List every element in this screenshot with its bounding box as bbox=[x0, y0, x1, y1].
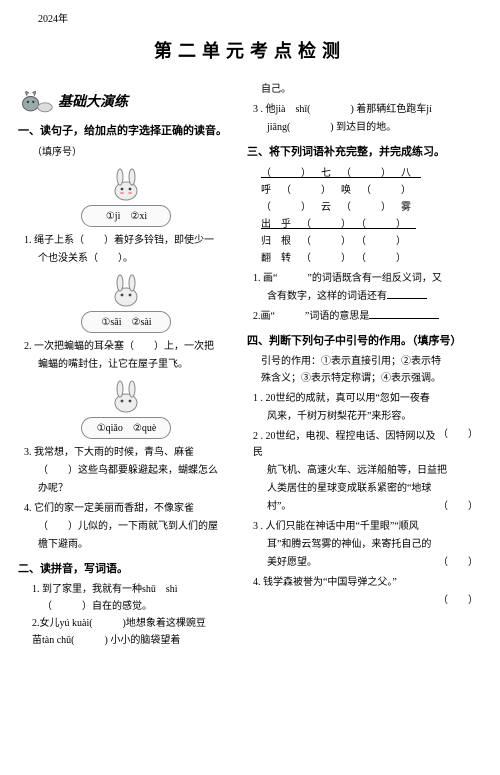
content-columns: 基础大演练 一、读句子，给加点的字选择正确的读音。 （填序号） ①jì ②xì … bbox=[18, 81, 482, 649]
s2-text: 2.画“ ”词语的意思是 bbox=[253, 311, 369, 322]
q4-line3: 檐下避雨。 bbox=[38, 537, 235, 553]
mascot-icon bbox=[18, 87, 54, 115]
p2-line1: 2.女儿yú kuài( )地想象着这棵豌豆 bbox=[32, 615, 235, 632]
year-label: 2024年 bbox=[38, 10, 482, 25]
q1-line2: 个也没关系（ ）。 bbox=[38, 251, 235, 267]
word-row-2: 呼（ ）唤（ ） bbox=[261, 182, 482, 199]
s2-line: 2.画“ ”词语的意思是 bbox=[253, 309, 482, 325]
right-column: 自己。 3 . 他jià shǐ( ) 着那辆红色跑车jí jiāng( ) 到… bbox=[247, 81, 482, 649]
page-title: 第二单元考点检测 bbox=[18, 37, 482, 63]
blank-1 bbox=[387, 289, 427, 299]
heading-3: 三、将下列词语补充完整，并完成练习。 bbox=[247, 144, 482, 161]
q43-text3: 美好愿望。 bbox=[267, 557, 317, 568]
bunny-icon-1 bbox=[104, 167, 148, 203]
bunny-icon-3 bbox=[104, 379, 148, 415]
s1-line1: 1. 画“ ”的词语既含有一组反义词，又 bbox=[253, 271, 482, 287]
word-row-5: 归根（ ）（ ） bbox=[261, 233, 482, 250]
heading-2: 二、读拼音，写词语。 bbox=[18, 561, 235, 578]
q43-l1: 3 . 人们只能在神话中用“千里眼”“顺风 bbox=[253, 519, 482, 535]
heading-4: 四、判断下列句子中引号的作用。（填序号） bbox=[247, 333, 482, 350]
answer-paren-3: （ ） bbox=[438, 555, 478, 571]
q42-l4: 村”。 （ ） bbox=[267, 499, 482, 515]
heading-1: 一、读句子，给加点的字选择正确的读音。 bbox=[18, 123, 235, 140]
q3-line3: 办呢？ bbox=[38, 481, 235, 497]
q42-l2: 航飞机、高速火车、远洋船舶等，日益把 bbox=[267, 463, 482, 479]
q2-line2: 蝙蝠的嘴封住，让它在屋子里飞。 bbox=[38, 357, 235, 373]
q3-line2: （ ）这些鸟都要躲避起来，蝴蝶怎么 bbox=[38, 463, 235, 479]
pinyin-bubble-1: ①jì ②xì bbox=[81, 205, 171, 227]
q41-l1: 1 . 20世纪的成就，真可以用“忽如一夜春 bbox=[253, 391, 482, 407]
q41-l2: 风来，千树万树梨花开”来形容。 bbox=[267, 409, 482, 425]
h4-sub1: 引号的作用：①表示直接引用；②表示特 bbox=[261, 353, 482, 370]
p3-line1: 3 . 他jià shǐ( ) 着那辆红色跑车jí bbox=[253, 102, 482, 118]
answer-paren-1: （ ） bbox=[438, 427, 478, 443]
q43-l2: 耳”和腾云驾雾的神仙，来寄托自己的 bbox=[267, 537, 482, 553]
p2-line2: 苗tàn chū( ) 小小的脑袋望着 bbox=[32, 632, 235, 649]
p3-line2: jiāng( ) 到达目的地。 bbox=[267, 120, 482, 136]
q42-text4: 村”。 bbox=[267, 501, 291, 512]
p1-line2: （ ）自在的感觉。 bbox=[42, 598, 235, 615]
q3-line1: 3. 我常想，下大雨的时候，青鸟、麻雀 bbox=[24, 445, 235, 461]
section-header: 基础大演练 bbox=[18, 87, 235, 115]
word-row-4: 出乎（ ）（ ） bbox=[261, 216, 482, 233]
p0: 自己。 bbox=[261, 81, 482, 98]
left-column: 基础大演练 一、读句子，给加点的字选择正确的读音。 （填序号） ①jì ②xì … bbox=[18, 81, 235, 649]
word-row-6: 翻转（ ）（ ） bbox=[261, 250, 482, 267]
answer-paren-2: （ ） bbox=[438, 499, 478, 515]
pinyin-bubble-2: ①sāi ②sài bbox=[81, 311, 171, 333]
word-row-1: （ ）七（ ）八 bbox=[261, 165, 482, 182]
p1-line1: 1. 到了家里，我就有一种shū shì bbox=[32, 581, 235, 598]
answer-paren-4: （ ） bbox=[438, 593, 478, 609]
word-row-3: （ ）云（ ）雾 bbox=[261, 199, 482, 216]
h4-sub2: 殊含义；③表示特定称谓；④表示强调。 bbox=[261, 370, 482, 387]
q42-l3: 人类居住的星球变成联系紧密的“地球 bbox=[267, 481, 482, 497]
q2-line1: 2. 一次把蝙蝠的耳朵塞（ ）上，一次把 bbox=[24, 339, 235, 355]
pinyin-bubble-3: ①qiǎo ②què bbox=[81, 417, 171, 439]
blank-2 bbox=[369, 309, 439, 319]
q1-line1: 1. 绳子上系（ ）着好多铃铛，即使少一 bbox=[24, 233, 235, 249]
q4-line1: 4. 它们的家一定美丽而香甜，不像家雀 bbox=[24, 501, 235, 517]
s1-text2: 含有数字，这样的词语还有 bbox=[267, 291, 387, 302]
q44-l1: 4. 钱学森被誉为“中国导弹之父。” bbox=[253, 575, 482, 591]
s1-text1: 1. 画“ ”的词语既含有一组反义词，又 bbox=[253, 273, 442, 284]
section-header-text: 基础大演练 bbox=[58, 91, 128, 111]
q43-l3: 美好愿望。 （ ） bbox=[267, 555, 482, 571]
heading-1-sub: （填序号） bbox=[32, 144, 235, 161]
bunny-icon-2 bbox=[104, 273, 148, 309]
s1-line2: 含有数字，这样的词语还有 bbox=[267, 289, 482, 305]
q4-line2: （ ）儿似的，一下雨就飞到人们的屋 bbox=[38, 519, 235, 535]
